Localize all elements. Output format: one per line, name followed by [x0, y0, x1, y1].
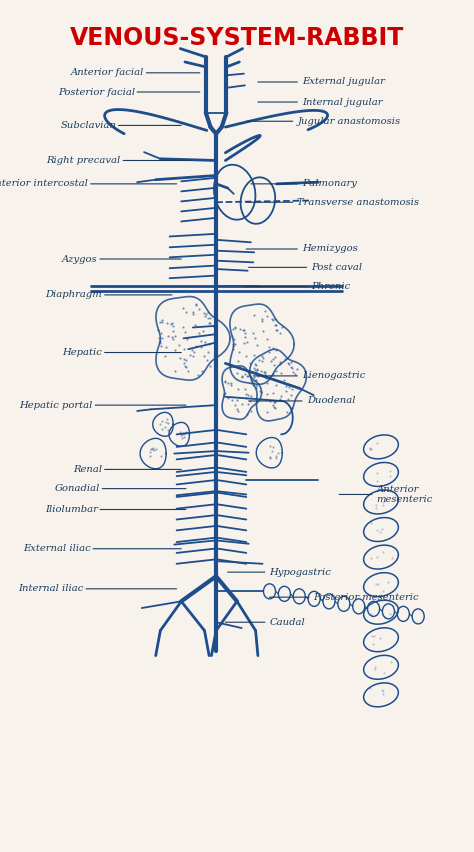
Text: Post caval: Post caval [311, 263, 363, 272]
Text: Anterior intercostal: Anterior intercostal [0, 180, 88, 188]
Text: Hypogastric: Hypogastric [270, 567, 331, 577]
Text: Internal iliac: Internal iliac [18, 584, 84, 593]
Text: Posterior facial: Posterior facial [58, 88, 135, 96]
Text: Hepatic: Hepatic [63, 348, 102, 357]
Text: Phrenic: Phrenic [311, 282, 351, 291]
Text: Pulmonary: Pulmonary [302, 180, 357, 188]
Text: Gonadial: Gonadial [55, 484, 100, 493]
Text: Transverse anastomosis: Transverse anastomosis [297, 198, 419, 207]
Text: Anterior
mesenteric: Anterior mesenteric [376, 485, 433, 504]
Text: Internal jugular: Internal jugular [302, 97, 383, 106]
Text: Hemizygos: Hemizygos [302, 245, 358, 254]
Text: Lienogastric: Lienogastric [302, 371, 365, 380]
Text: Right precaval: Right precaval [46, 156, 121, 165]
Text: Renal: Renal [73, 465, 102, 474]
Text: Subclavian: Subclavian [60, 121, 116, 130]
Text: Caudal: Caudal [270, 618, 305, 627]
Text: Iliolumbar: Iliolumbar [45, 505, 98, 514]
Text: Anterior facial: Anterior facial [71, 68, 144, 78]
Text: External jugular: External jugular [302, 78, 385, 87]
Text: Duodenal: Duodenal [307, 396, 355, 406]
Text: External iliac: External iliac [23, 544, 91, 553]
Text: Jugular anastomosis: Jugular anastomosis [297, 117, 401, 126]
Text: Azygos: Azygos [62, 255, 98, 263]
Text: VENOUS-SYSTEM-RABBIT: VENOUS-SYSTEM-RABBIT [70, 26, 404, 49]
Text: Posterior mesenteric: Posterior mesenteric [314, 593, 419, 602]
Text: Hepatic portal: Hepatic portal [19, 400, 93, 410]
Text: Diaphragm: Diaphragm [46, 291, 102, 299]
